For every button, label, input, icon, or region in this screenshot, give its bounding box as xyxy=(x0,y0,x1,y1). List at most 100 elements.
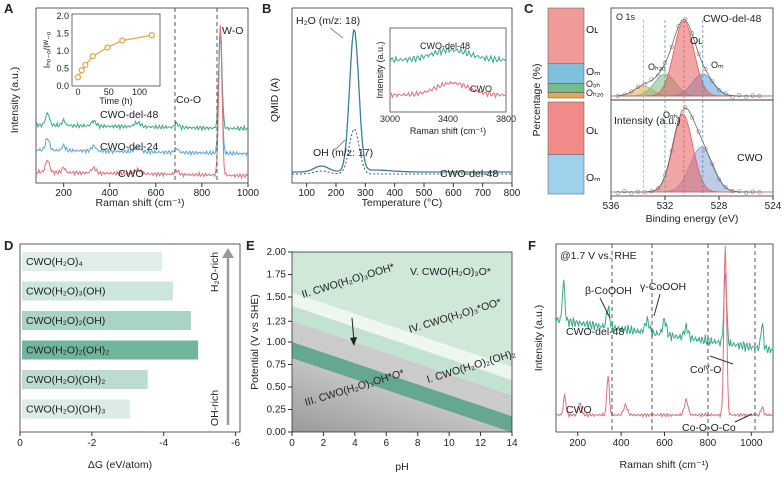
panel-a-xtick: 600 xyxy=(147,188,164,199)
panel-c-data-point xyxy=(622,188,627,194)
panel-e-ytick: 0.25 xyxy=(267,405,287,416)
panel-f-xticks: 200 400 600 800 1000 xyxy=(569,432,763,449)
panel-a-xtick: 1000 xyxy=(237,188,260,199)
panel-b-xtick: 300 xyxy=(357,188,374,199)
panel-e-ytick: 0.00 xyxy=(267,427,287,438)
panel-a-inset-xlabel: Time (h) xyxy=(99,96,132,106)
panel-c-data-point xyxy=(629,89,634,94)
panel-c-data-point xyxy=(710,161,715,167)
panel-c-data-point xyxy=(716,177,722,182)
panel-d-xticks: 0 -2 -4 -6 xyxy=(17,432,240,449)
panel-b-xlabel: Temperature (°C) xyxy=(362,197,443,209)
panel-c-xtick: 532 xyxy=(657,201,674,212)
panel-a-xtick: 200 xyxy=(55,188,72,199)
panel-c-ylabel: Percentage (%) xyxy=(531,64,543,137)
panel-c-bar-ol: Oʟ xyxy=(586,24,598,36)
panel-b-inset xyxy=(389,27,507,113)
panel-f-cooco: Co-O-O-Co xyxy=(682,422,736,434)
panel-d-bar-label: CWO(H₂O)(OH)₂ xyxy=(26,374,105,386)
panel-e-xlabel: pH xyxy=(395,461,408,473)
panel-d-bar-label: CWO(H₂O)₂(OH) xyxy=(26,315,105,327)
panel-b-sample: CWO-del-48 xyxy=(440,168,499,180)
panel-c-data-point xyxy=(737,92,742,98)
panel-c-data-point xyxy=(629,191,634,196)
panel-e-ytick: 2.00 xyxy=(267,247,287,258)
panel-e-xtick: 2 xyxy=(321,438,327,449)
panel-e-ytick: 0.75 xyxy=(267,360,287,371)
panel-d-xtick: 0 xyxy=(17,438,23,449)
panel-b-inset-ylabel: Intensity (a.u.) xyxy=(375,41,385,98)
panel-e-pourbaix xyxy=(292,252,512,433)
panel-b-xtick: 600 xyxy=(445,188,462,199)
panel-c-xlabel: Binding energy (eV) xyxy=(646,213,739,225)
panel-f-ylabel: Intensity (a.u.) xyxy=(533,305,545,372)
panel-c-data-point xyxy=(676,23,681,29)
panel-a-inset-ytick: 2.0 xyxy=(56,11,69,21)
panel-c-data-point xyxy=(723,185,728,190)
panel-a-inset xyxy=(71,13,161,87)
panel-b-inset-xtick: 3400 xyxy=(438,114,458,124)
panel-d-xtick: -6 xyxy=(231,438,240,449)
panel-a-line-2 xyxy=(35,25,249,180)
panel-a-inset-point xyxy=(148,32,155,39)
panel-c-envelope xyxy=(617,19,760,97)
panel-label-b: B xyxy=(262,1,271,16)
panel-b-inset-curves xyxy=(389,46,507,100)
panel-a-line-1 xyxy=(35,32,249,157)
panel-e-band xyxy=(292,321,512,417)
panel-f-spectra xyxy=(555,245,774,423)
panel-c-data-point xyxy=(696,129,701,134)
panel-e-region-v: V. CWO(H₂O)₃O* xyxy=(410,266,491,278)
panel-a-inset-point xyxy=(78,67,85,74)
panel-b-xtick: 800 xyxy=(504,188,521,199)
panel-f-xtick: 400 xyxy=(613,438,630,449)
panel-d-bar xyxy=(22,340,199,360)
panel-c-data-point xyxy=(683,105,688,110)
panel-f-bottom-sample: CWO xyxy=(566,404,592,416)
panel-c-o1s: O 1s xyxy=(616,12,636,22)
panel-a-inset-xtick: 50 xyxy=(104,87,114,97)
panel-b-xtick: 700 xyxy=(474,188,491,199)
panel-a-inset-point xyxy=(89,53,96,60)
panel-d-bar-label: CWO(H₂O)₄ xyxy=(26,256,83,268)
panel-c-data-point xyxy=(743,94,749,99)
panel-a-spectra xyxy=(35,25,249,180)
panel-d-bar xyxy=(22,370,148,389)
panel-b-xtick: 500 xyxy=(416,188,433,199)
panel-b-inset-xtick: 3000 xyxy=(380,114,400,124)
panel-c-bar-top-OM xyxy=(547,63,585,84)
panel-e-region-iv xyxy=(292,306,512,396)
panel-c-xticks: 536 532 528 524 xyxy=(603,196,781,212)
panel-e-ytick: 0.50 xyxy=(267,382,287,393)
panel-e-xtick: 12 xyxy=(475,438,487,449)
panel-f-top-sample: CWO-del-48 xyxy=(566,326,625,338)
panel-f-condition: @1.7 V vs. RHE xyxy=(560,250,637,262)
panel-e-xtick: 14 xyxy=(506,438,518,449)
panel-d-xtick: -4 xyxy=(159,438,168,449)
panel-d-bar-label: CWO(H₂O)(OH)₃ xyxy=(26,404,106,416)
panel-c-bar2-om: Oₘ xyxy=(586,172,601,184)
panel-b-inset-bottom: CWO xyxy=(470,84,492,94)
panel-a-frame xyxy=(35,7,249,184)
panel-d-bars: CWO(H₂O)₄ CWO(H₂O)₃(OH) CWO(H₂O)₂(OH) CWO(H… xyxy=(22,252,199,419)
panel-c-top-sample: CWO-del-48 xyxy=(703,13,762,25)
panel-c-oh2o-label: Oₕ₂ₒ xyxy=(648,62,666,72)
panel-e-xtick: 6 xyxy=(384,438,390,449)
panel-c-intensity: Intensity (a.u.) xyxy=(614,115,681,127)
panel-a-inset-ylabel: Iₕₒ₋ₒ/Iᵂ₋ₒ xyxy=(42,31,52,68)
panel-f-xtick: 200 xyxy=(569,438,586,449)
panel-c-data-point xyxy=(689,31,695,36)
panel-a-xtick: 400 xyxy=(101,188,118,199)
panel-a-inset-point xyxy=(104,44,111,51)
panel-c-bar-oh2o: Oₕ₂ₒ xyxy=(586,88,604,98)
panel-d-bar xyxy=(22,311,191,330)
panel-c-xps-curves xyxy=(610,17,773,196)
panel-e-ytick: 1.50 xyxy=(267,292,287,303)
panel-d-bar xyxy=(22,399,130,419)
panel-b-inset-xlabel: Raman shift (cm⁻¹) xyxy=(410,126,486,136)
panel-c-bar-bottom-OL xyxy=(547,101,585,155)
panel-b-inset-top: CWO-del-48 xyxy=(420,41,470,51)
panel-c-data-point xyxy=(615,190,620,196)
panel-c-data-point xyxy=(656,186,661,191)
